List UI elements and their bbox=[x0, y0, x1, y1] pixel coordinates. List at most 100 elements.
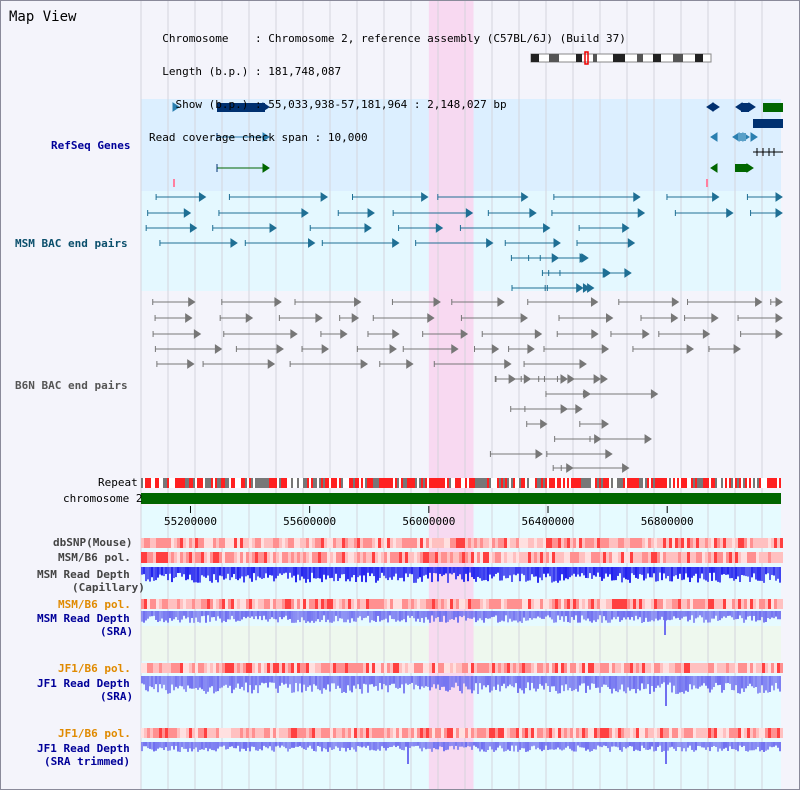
jf1-depth-trimmed-bar bbox=[749, 742, 751, 751]
repeat-segment bbox=[647, 478, 649, 488]
jf1-depth-sra-bar bbox=[745, 676, 747, 689]
jf1-depth-trimmed-bar bbox=[275, 742, 277, 747]
dbsnp-strip bbox=[678, 538, 681, 548]
msm-b6-pol-sra-strip bbox=[336, 599, 339, 609]
msm-depth-sra-bar bbox=[177, 611, 179, 620]
jf1-b6-pol-strip bbox=[660, 663, 663, 673]
msm-depth-capillary-bar bbox=[189, 567, 191, 575]
jf1-depth-sra-bar bbox=[387, 676, 389, 693]
jf1-depth-trimmed-bar bbox=[257, 742, 259, 751]
jf1-depth-sra-bar bbox=[609, 676, 611, 689]
track-label-msm-b6-pol-sra[interactable]: MSM/B6 pol. bbox=[58, 598, 131, 611]
msm-depth-sra-bar bbox=[501, 611, 503, 621]
dbsnp-strip bbox=[702, 538, 705, 548]
msm-b6-pol-strip bbox=[573, 552, 576, 563]
track-label-msm-depth-sra[interactable]: MSM Read Depth bbox=[37, 612, 130, 625]
jf1-depth-sra-bar bbox=[683, 676, 685, 694]
jf1-depth-sra-bar bbox=[335, 676, 337, 689]
msm-depth-capillary-bar bbox=[551, 567, 553, 583]
jf1-depth-sra-bar bbox=[229, 676, 231, 686]
jf1-b6-pol-strip bbox=[753, 663, 756, 673]
jf1-depth-sra-bar bbox=[303, 676, 305, 685]
msm-depth-capillary-bar bbox=[699, 567, 701, 579]
msm-depth-sra-bar bbox=[561, 611, 563, 617]
jf1-b6-pol-strip bbox=[303, 663, 306, 673]
track-label-jf1-b6-pol-2[interactable]: JF1/B6 pol. bbox=[58, 727, 131, 740]
bac-pair-arrow bbox=[497, 297, 505, 307]
msm-b6-pol-strip bbox=[465, 552, 468, 563]
track-label-refseq[interactable]: RefSeq Genes bbox=[51, 139, 131, 152]
jf1-depth-sra-bar bbox=[551, 676, 553, 687]
repeat-segment bbox=[247, 478, 249, 488]
track-label-msm-depth-capillary[interactable]: MSM Read Depth bbox=[37, 568, 130, 581]
jf1-depth-sra-bar bbox=[187, 676, 189, 686]
msm-depth-capillary-bar bbox=[239, 567, 241, 579]
dbsnp-strip bbox=[495, 538, 498, 548]
jf1-depth-trimmed-bar bbox=[731, 742, 733, 750]
msm-b6-pol-strip bbox=[357, 552, 360, 563]
track-label-jf1-depth-trimmed[interactable]: JF1 Read Depth bbox=[37, 742, 130, 755]
msm-depth-capillary-bar bbox=[271, 567, 273, 576]
jf1-b6-pol-2-strip bbox=[675, 728, 678, 738]
track-label-chromosome[interactable]: chromosome 2 bbox=[63, 492, 143, 505]
repeat-segment bbox=[769, 478, 771, 488]
msm-depth-capillary-bar bbox=[493, 567, 495, 577]
repeat-segment bbox=[161, 478, 163, 488]
msm-depth-capillary-bar bbox=[639, 567, 641, 575]
msm-depth-capillary-bar bbox=[533, 567, 535, 577]
msm-depth-capillary-bar bbox=[635, 567, 637, 578]
jf1-depth-trimmed-bar bbox=[219, 742, 221, 747]
dbsnp-strip bbox=[384, 538, 387, 548]
msm-depth-sra-bar bbox=[771, 611, 773, 618]
jf1-depth-sra-bar bbox=[343, 676, 345, 692]
repeat-segment bbox=[259, 478, 261, 488]
jf1-depth-trimmed-bar bbox=[593, 742, 595, 750]
jf1-depth-sra-bar bbox=[497, 676, 499, 685]
msm-b6-pol-strip bbox=[669, 552, 672, 563]
msm-depth-capillary-bar bbox=[439, 567, 441, 574]
dbsnp-strip bbox=[465, 538, 468, 548]
msm-depth-sra-bar bbox=[699, 611, 701, 616]
jf1-depth-trimmed-bar bbox=[687, 742, 689, 748]
jf1-depth-sra-bar bbox=[141, 676, 143, 684]
repeat-segment bbox=[463, 478, 465, 488]
msm-depth-sra-bar bbox=[779, 611, 781, 620]
jf1-b6-pol-2-strip bbox=[165, 728, 168, 738]
msm-depth-capillary-bar bbox=[407, 567, 409, 578]
jf1-b6-pol-strip bbox=[684, 663, 687, 673]
repeat-segment bbox=[513, 478, 515, 488]
jf1-depth-trimmed-bar bbox=[431, 742, 433, 752]
repeat-segment bbox=[559, 478, 561, 488]
jf1-b6-pol-2-strip bbox=[216, 728, 219, 738]
track-label-jf1-b6-pol[interactable]: JF1/B6 pol. bbox=[58, 662, 131, 675]
jf1-b6-pol-2-strip bbox=[471, 728, 474, 738]
msm-b6-pol-strip bbox=[504, 552, 507, 563]
repeat-segment bbox=[487, 478, 489, 488]
jf1-b6-pol-2-strip bbox=[528, 728, 531, 738]
msm-depth-capillary-bar bbox=[153, 567, 155, 581]
track-label-jf1-depth-sra[interactable]: JF1 Read Depth bbox=[37, 677, 130, 690]
track-label-repeat[interactable]: Repeat bbox=[98, 476, 138, 489]
dbsnp-strip bbox=[366, 538, 369, 548]
msm-depth-sra-bar bbox=[613, 611, 615, 618]
jf1-depth-sra-bar bbox=[607, 676, 609, 688]
track-label-msm-bac[interactable]: MSM BAC end pairs bbox=[15, 237, 128, 250]
msm-depth-sra-bar bbox=[503, 611, 505, 622]
jf1-b6-pol-2-strip bbox=[624, 728, 627, 738]
jf1-depth-trimmed-bar bbox=[685, 742, 687, 752]
msm-depth-capillary-bar bbox=[543, 567, 545, 574]
track-label-b6n-bac[interactable]: B6N BAC end pairs bbox=[15, 379, 128, 392]
track-label-dbsnp[interactable]: dbSNP(Mouse) bbox=[53, 536, 133, 549]
msm-b6-pol-sra-strip bbox=[258, 599, 261, 609]
jf1-b6-pol-strip bbox=[663, 663, 666, 673]
jf1-depth-sra-bar bbox=[673, 676, 675, 686]
jf1-depth-sra-bar bbox=[561, 676, 563, 686]
track-label-msm-b6-pol[interactable]: MSM/B6 pol. bbox=[58, 551, 131, 564]
msm-depth-sra-bar bbox=[485, 611, 487, 619]
repeat-segment bbox=[467, 478, 469, 488]
repeat-segment bbox=[163, 478, 165, 488]
jf1-b6-pol-2-strip bbox=[750, 728, 753, 738]
jf1-depth-sra-bar bbox=[705, 676, 707, 686]
jf1-depth-sra-bar-spike bbox=[665, 676, 667, 706]
